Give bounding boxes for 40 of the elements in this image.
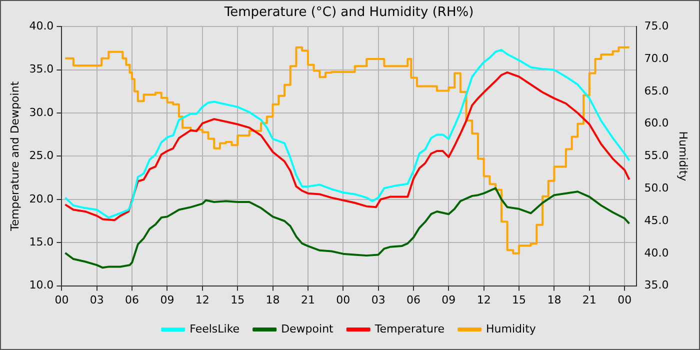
x-tick-label: 09: [442, 293, 456, 306]
x-tick-label: 00: [54, 293, 69, 306]
y-tick-label: 15.0: [29, 235, 54, 248]
chart-title: Temperature (°C) and Humidity (RH%): [223, 5, 474, 20]
legend-label: Temperature: [374, 322, 445, 336]
x-tick-label: 00: [336, 293, 350, 306]
x-tick-label: 12: [195, 293, 210, 306]
y-tick-label: 35.0: [29, 62, 54, 76]
legend-label: FeelsLike: [190, 322, 240, 336]
x-tick-label: 03: [90, 293, 104, 306]
x-tick-label: 18: [266, 293, 280, 306]
x-tick-label: 09: [160, 293, 174, 306]
x-tick-label: 03: [371, 293, 386, 306]
y2-tick-label: 40.0: [644, 246, 669, 260]
y2-tick-label: 60.0: [644, 116, 669, 130]
y2-tick-label: 70.0: [644, 52, 669, 65]
x-tick-label: 18: [547, 293, 562, 306]
y2-tick-label: 55.0: [644, 149, 669, 162]
x-tick-label: 06: [125, 293, 140, 306]
y-tick-label: 30.0: [29, 106, 54, 119]
y2-tick-label: 50.0: [644, 181, 669, 194]
x-tick-label: 00: [618, 293, 632, 306]
y2-tick-label: 75.0: [644, 19, 669, 32]
y-tick-label: 20.0: [29, 192, 54, 206]
y-tick-label: 40.0: [29, 19, 54, 32]
y2-tick-label: 45.0: [644, 214, 669, 227]
x-tick-label: 12: [476, 293, 491, 306]
y-tick-label: 10.0: [29, 278, 54, 292]
y-tick-label: 25.0: [29, 149, 54, 162]
y2-axis-title: Humidity: [676, 131, 690, 182]
y2-tick-label: 35.0: [644, 278, 669, 292]
y2-tick-label: 65.0: [644, 84, 669, 98]
y-axis-title: Temperature and Dewpoint: [8, 80, 22, 232]
legend-label: Dewpoint: [281, 322, 334, 336]
x-tick-label: 15: [230, 293, 245, 306]
x-tick-label: 21: [300, 293, 315, 306]
legend-label: Humidity: [486, 322, 536, 336]
x-tick-label: 15: [512, 293, 526, 306]
x-tick-label: 21: [582, 293, 596, 306]
x-tick-label: 06: [406, 293, 420, 306]
